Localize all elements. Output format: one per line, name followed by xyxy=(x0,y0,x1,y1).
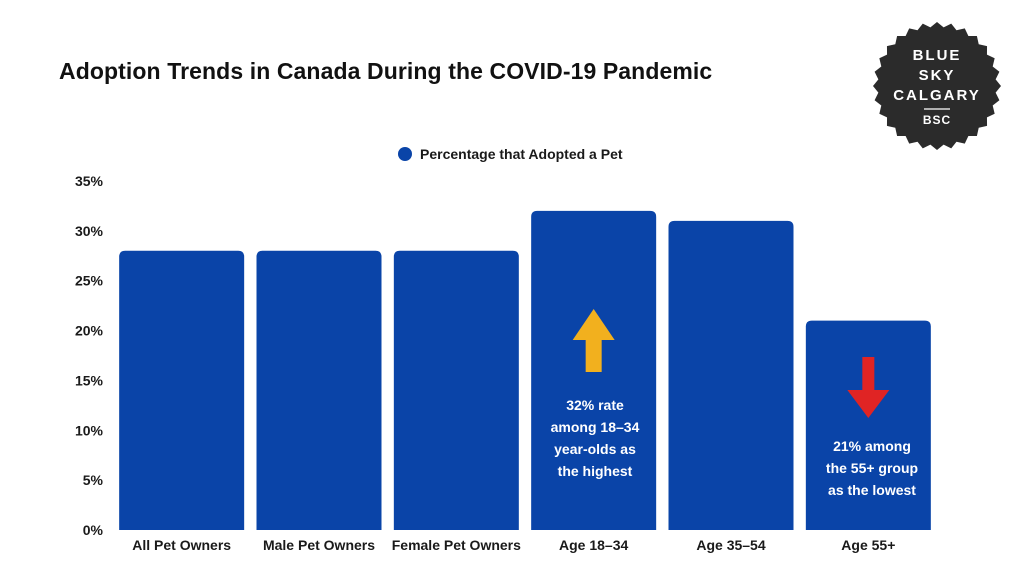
y-tick-label: 35% xyxy=(75,173,104,189)
chart-title: Adoption Trends in Canada During the COV… xyxy=(59,58,713,84)
x-tick-label: Age 18–34 xyxy=(559,537,628,553)
x-tick-label: Age 55+ xyxy=(841,537,895,553)
bar-all-pet-owners xyxy=(119,250,245,531)
arrow-up-icon xyxy=(572,309,615,372)
y-tick-label: 20% xyxy=(75,323,104,339)
bar-age-55 xyxy=(805,320,931,530)
blue-sky-calgary-logo: BLUE SKY CALGARY BSC xyxy=(873,22,1001,150)
bar-male-pet-owners xyxy=(256,250,382,531)
y-tick-label: 30% xyxy=(75,223,104,239)
logo-line-2: SKY xyxy=(919,67,956,84)
legend-swatch xyxy=(398,147,412,161)
legend-label: Percentage that Adopted a Pet xyxy=(420,146,623,162)
legend: Percentage that Adopted a Pet xyxy=(398,144,623,164)
y-tick-label: 10% xyxy=(75,422,104,438)
y-tick-label: 5% xyxy=(83,472,104,488)
logo-abbr: BSC xyxy=(923,113,951,127)
x-tick-label: Female Pet Owners xyxy=(392,537,521,553)
x-tick-label: Male Pet Owners xyxy=(263,537,375,553)
y-tick-label: 0% xyxy=(83,522,104,538)
bar-age-35-54 xyxy=(668,220,794,530)
logo-line-3: CALGARY xyxy=(893,87,981,104)
x-tick-label: All Pet Owners xyxy=(132,537,231,553)
annotation-highest: 32% rate among 18–34 year-olds as the hi… xyxy=(550,397,640,479)
x-tick-label: Age 35–54 xyxy=(696,537,765,553)
logo-line-1: BLUE xyxy=(913,47,962,64)
annotation-lowest: 21% among the 55+ group as the lowest xyxy=(825,438,919,498)
y-tick-label: 15% xyxy=(75,372,104,388)
arrow-down-icon xyxy=(847,357,890,418)
y-tick-label: 25% xyxy=(75,273,104,289)
bar-female-pet-owners xyxy=(393,250,519,531)
